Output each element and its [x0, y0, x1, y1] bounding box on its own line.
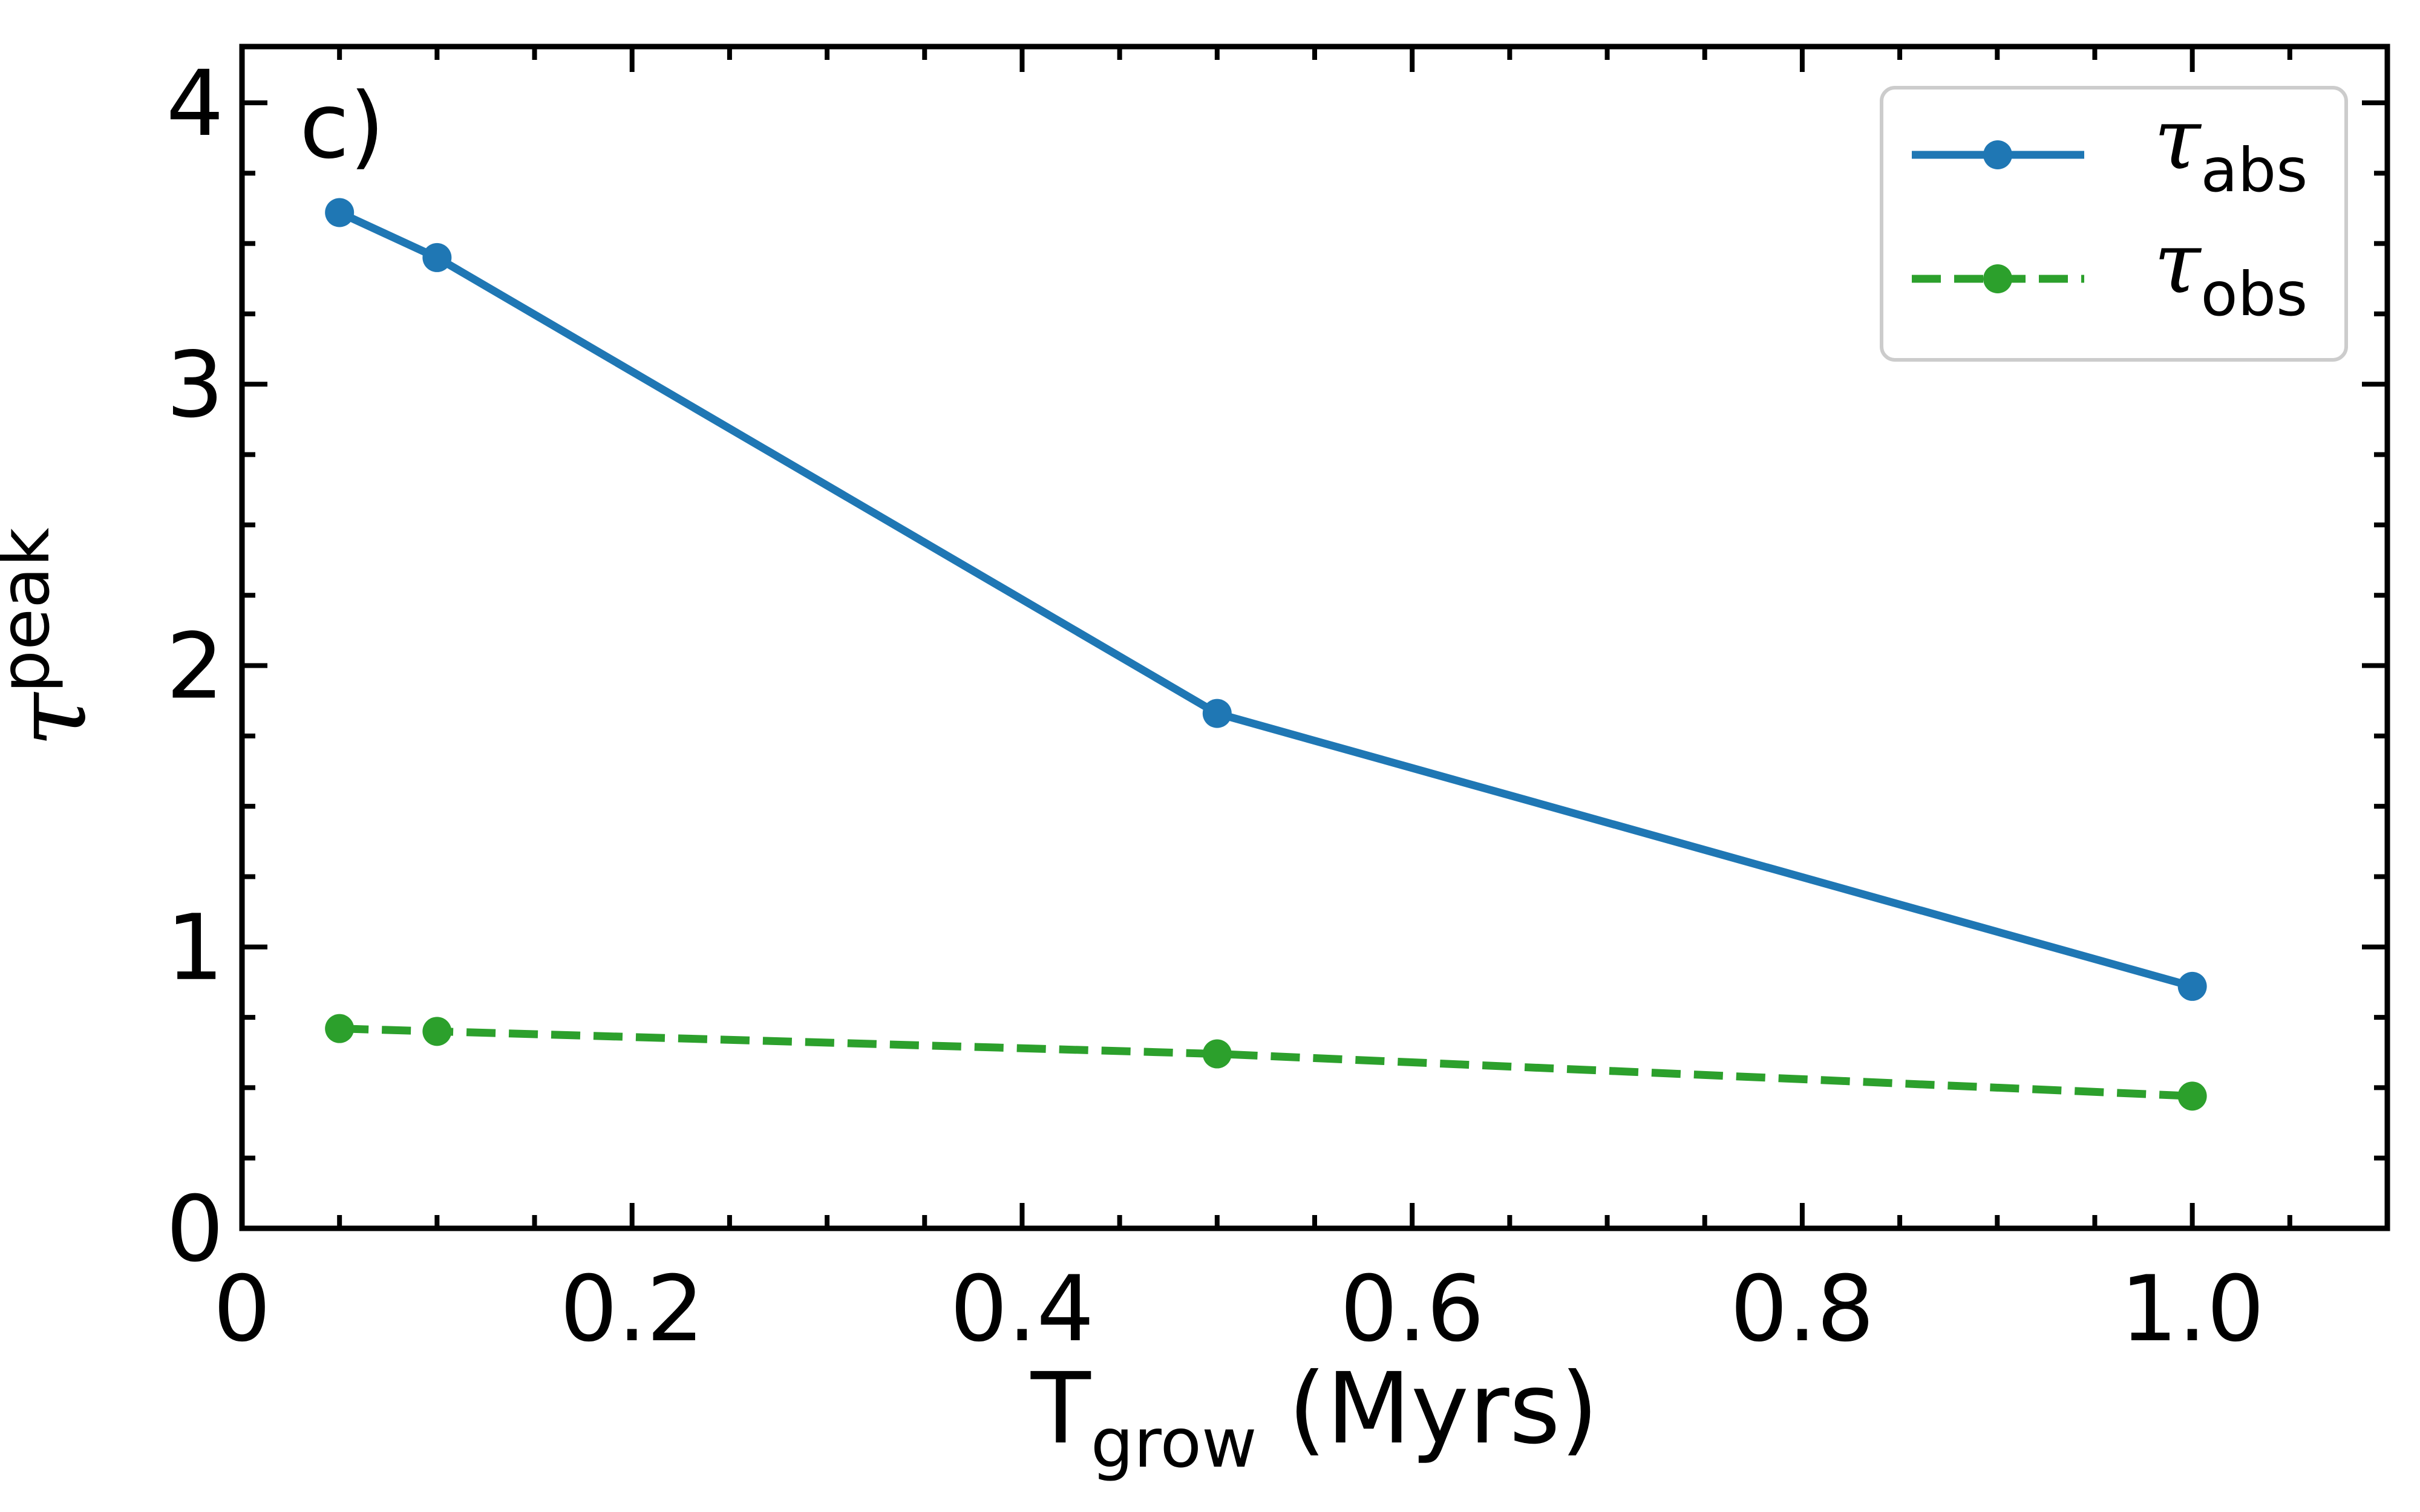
tick-labels: 0 0.2 0.4 0.6 0.8 1.0 0 1 2 3 4: [166, 51, 2265, 1362]
y-tick-label: 4: [166, 51, 224, 157]
data-point: [325, 1014, 355, 1043]
plot-frame: [239, 44, 2390, 1231]
y-axis-label: τpeak: [0, 527, 108, 747]
y-tick-label: 2: [166, 614, 224, 720]
x-axis-label: Tgrow (Myrs): [1030, 1352, 1598, 1483]
legend-entry-obs: τobs: [1912, 214, 2307, 330]
x-tick-label: 0: [213, 1257, 270, 1362]
data-point: [2177, 1081, 2207, 1111]
data-point: [422, 1017, 452, 1046]
x-tick-label: 0.8: [1730, 1257, 1875, 1362]
data-point: [2177, 971, 2207, 1001]
data-point: [325, 198, 355, 227]
series-line: [339, 1025, 2193, 1100]
series-abs: [325, 198, 2207, 1001]
data-point: [422, 243, 452, 272]
x-tick-label: 0.2: [560, 1257, 704, 1362]
legend-marker: [1983, 264, 2012, 293]
legend-marker: [1983, 140, 2012, 169]
legend-entry-abs: τabs: [1912, 90, 2307, 206]
y-tick-label: 3: [166, 333, 224, 438]
legend-label: τabs: [2154, 90, 2307, 206]
x-tick-label: 0.4: [950, 1257, 1094, 1362]
legend-label: τobs: [2154, 214, 2307, 330]
y-tick-label: 0: [166, 1177, 224, 1282]
x-tick-label: 1.0: [2120, 1257, 2265, 1362]
plot-series: [325, 198, 2207, 1111]
series-obs: [325, 1014, 2207, 1111]
panel-label: c): [299, 74, 385, 179]
x-tick-label: 0.6: [1340, 1257, 1485, 1362]
data-point: [1202, 699, 1232, 728]
series-line: [338, 209, 2194, 991]
y-tick-label: 1: [166, 896, 224, 1001]
data-point: [1202, 1039, 1232, 1069]
